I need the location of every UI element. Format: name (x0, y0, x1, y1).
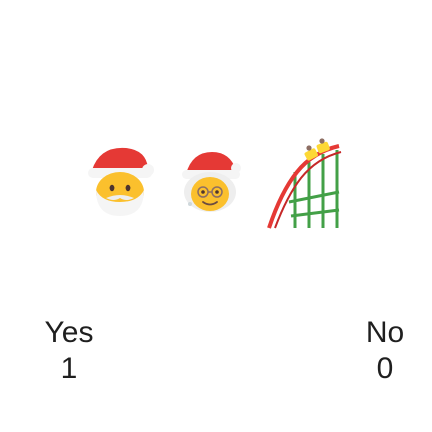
no-count: 0 (376, 352, 394, 385)
mrs-claus-icon (182, 152, 241, 212)
roller-coaster-icon (267, 138, 342, 229)
yes-label: Yes (44, 316, 94, 349)
emoji-row (0, 138, 432, 260)
santa-claus-icon (88, 147, 154, 216)
no-label: No (365, 316, 405, 349)
yes-count: 1 (60, 352, 78, 385)
